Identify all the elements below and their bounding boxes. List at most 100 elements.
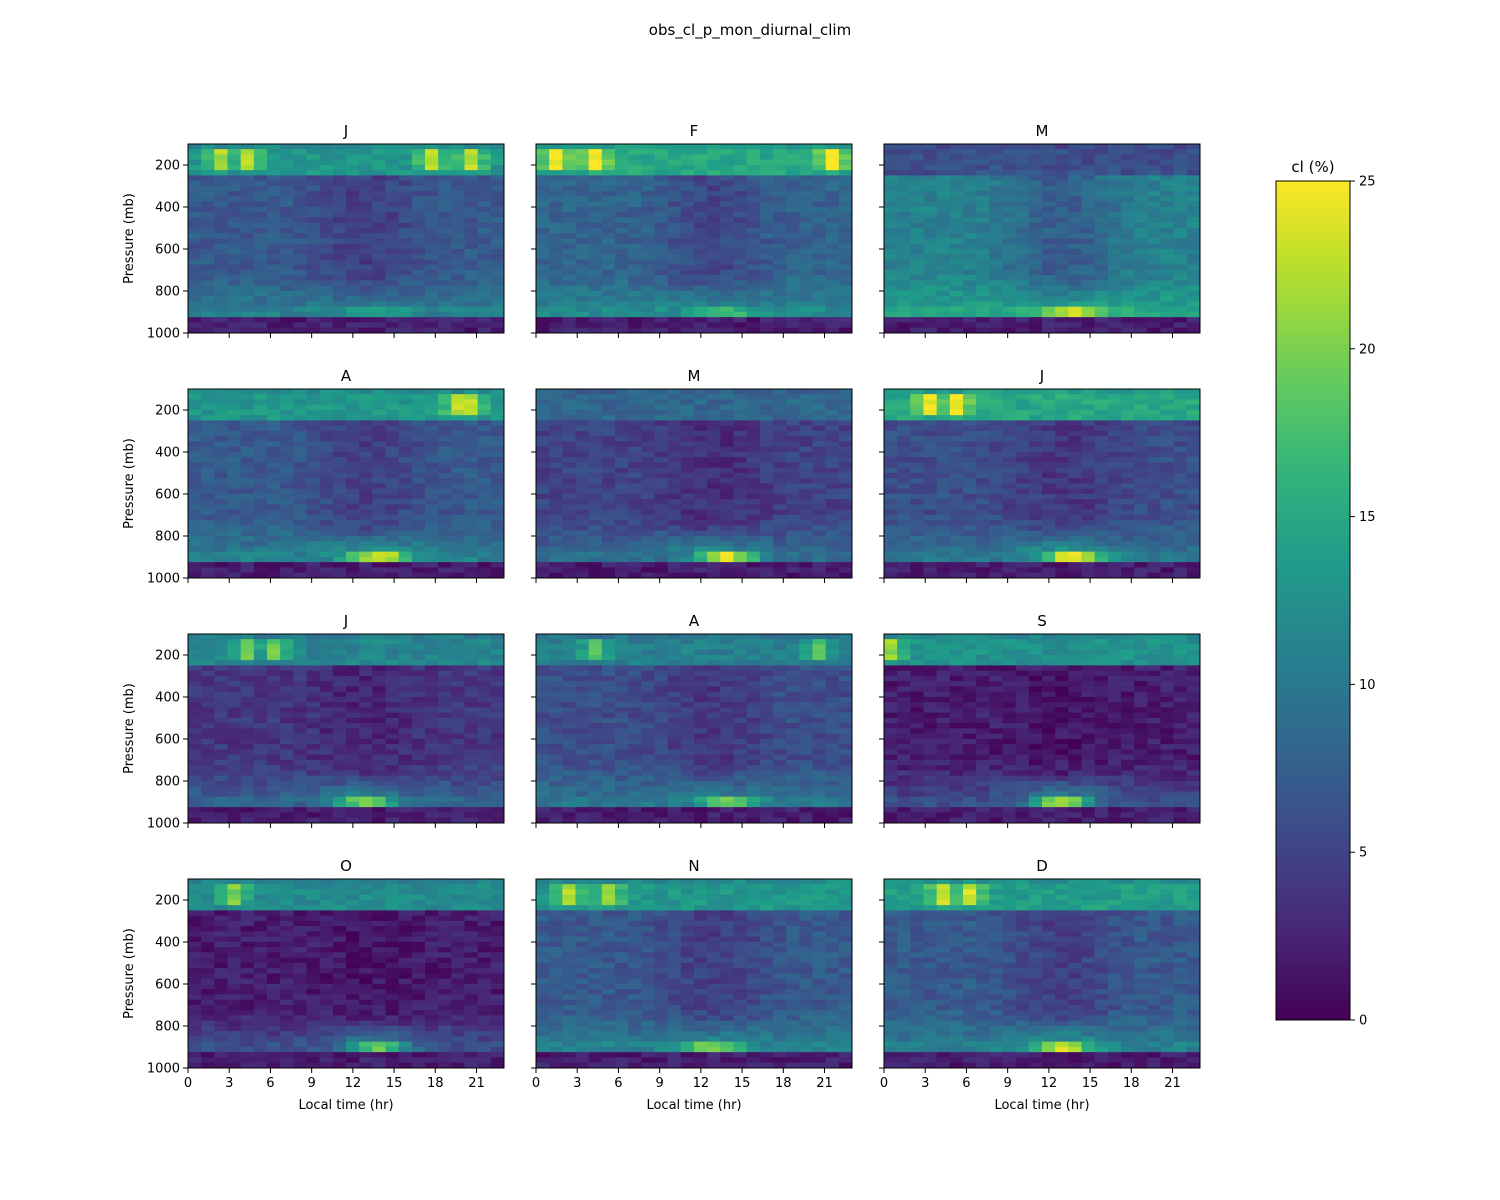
heatmap-cell <box>812 275 827 281</box>
heatmap-cell <box>411 520 426 526</box>
heatmap-cell <box>720 238 734 245</box>
heatmap-cell <box>1186 259 1201 266</box>
heatmap-cell <box>575 520 590 526</box>
heatmap-cell <box>411 196 426 203</box>
heatmap-cell <box>759 238 774 245</box>
heatmap-cell <box>549 191 563 197</box>
heatmap-cell <box>372 514 386 521</box>
heatmap-cell <box>477 327 492 334</box>
heatmap-cell <box>425 436 439 442</box>
heatmap-cell <box>707 143 721 150</box>
heatmap-cell <box>1160 164 1175 171</box>
heatmap-cell <box>773 551 787 558</box>
heatmap-cell <box>601 275 616 281</box>
heatmap-cell <box>490 143 505 150</box>
heatmap-cell <box>385 227 400 234</box>
heatmap-cell <box>654 280 669 287</box>
heatmap-cell <box>707 488 721 495</box>
heatmap-cell <box>411 264 426 271</box>
heatmap-cell <box>562 446 576 453</box>
heatmap-cell <box>949 206 964 213</box>
heatmap-cell <box>910 170 924 176</box>
heatmap-cell <box>680 306 695 313</box>
heatmap-cell <box>759 154 774 161</box>
heatmap-cell <box>372 472 386 479</box>
heatmap-cell <box>720 170 734 176</box>
heatmap-cell <box>1002 478 1017 484</box>
heatmap-cell <box>253 206 268 213</box>
heatmap-cell <box>884 430 898 437</box>
heatmap-cell <box>398 196 413 203</box>
heatmap-cell <box>976 317 990 323</box>
heatmap-cell <box>1002 504 1017 511</box>
heatmap-cell <box>319 509 334 516</box>
heatmap-cell <box>359 467 373 474</box>
heatmap-cell <box>601 520 616 526</box>
heatmap-cell <box>1002 311 1017 318</box>
heatmap-cell <box>293 483 307 490</box>
heatmap-cell <box>477 280 492 287</box>
heatmap-cell <box>733 201 748 208</box>
heatmap-cell <box>601 556 616 563</box>
heatmap-cell <box>667 296 682 302</box>
heatmap-cell <box>411 388 426 395</box>
heatmap-cell <box>451 180 465 187</box>
heatmap-cell <box>923 509 938 516</box>
heatmap-cell <box>910 504 924 511</box>
heatmap-cell <box>280 399 294 406</box>
heatmap-cell <box>746 238 761 245</box>
heatmap-cell <box>1173 457 1188 463</box>
heatmap-cell <box>306 233 321 239</box>
heatmap-cell <box>1028 451 1043 458</box>
heatmap-cell <box>451 248 465 255</box>
heatmap-cell <box>201 196 215 203</box>
heatmap-cell <box>490 499 505 505</box>
heatmap-cell <box>694 567 708 574</box>
heatmap-cell <box>293 425 307 432</box>
heatmap-cell <box>411 248 426 255</box>
heatmap-cell <box>733 185 748 192</box>
heatmap-cell <box>1015 394 1030 400</box>
heatmap-cell <box>588 243 603 250</box>
heatmap-cell <box>451 185 465 192</box>
heatmap-cell <box>477 206 492 213</box>
heatmap-cell <box>346 451 360 458</box>
heatmap-cell <box>615 425 629 432</box>
heatmap-cell <box>825 201 840 208</box>
heatmap-cell <box>746 322 761 329</box>
heatmap-cell <box>1002 149 1017 155</box>
heatmap-cell <box>477 462 492 469</box>
heatmap-cell <box>438 212 452 218</box>
heatmap-cell <box>1173 462 1188 469</box>
heatmap-cell <box>910 248 924 255</box>
heatmap-cell <box>372 143 386 150</box>
heatmap-cell <box>707 269 721 276</box>
heatmap-cell <box>1186 201 1201 208</box>
heatmap-cell <box>411 164 426 171</box>
heatmap-cell <box>641 306 655 313</box>
heatmap-cell <box>359 509 373 516</box>
heatmap-cell <box>601 222 616 229</box>
heatmap-cell <box>759 499 774 505</box>
heatmap-cell <box>306 254 321 260</box>
heatmap-cell <box>707 254 721 260</box>
heatmap-cell <box>411 488 426 495</box>
heatmap-cell <box>720 451 734 458</box>
heatmap-cell <box>720 446 734 453</box>
heatmap-cell <box>976 143 990 150</box>
heatmap-cell <box>536 488 550 495</box>
heatmap-cell <box>799 306 813 313</box>
heatmap-cell <box>240 462 255 469</box>
heatmap-cell <box>398 415 413 421</box>
heatmap-cell <box>923 143 938 150</box>
heatmap-cell <box>773 415 787 421</box>
heatmap-cell <box>759 269 774 276</box>
heatmap-cell <box>214 441 228 448</box>
heatmap-cell <box>759 420 774 427</box>
heatmap-cell <box>1055 420 1069 427</box>
heatmap-cell <box>667 551 682 558</box>
heatmap-cell <box>667 227 682 234</box>
heatmap-cell <box>976 509 990 516</box>
heatmap-cell <box>332 467 347 474</box>
